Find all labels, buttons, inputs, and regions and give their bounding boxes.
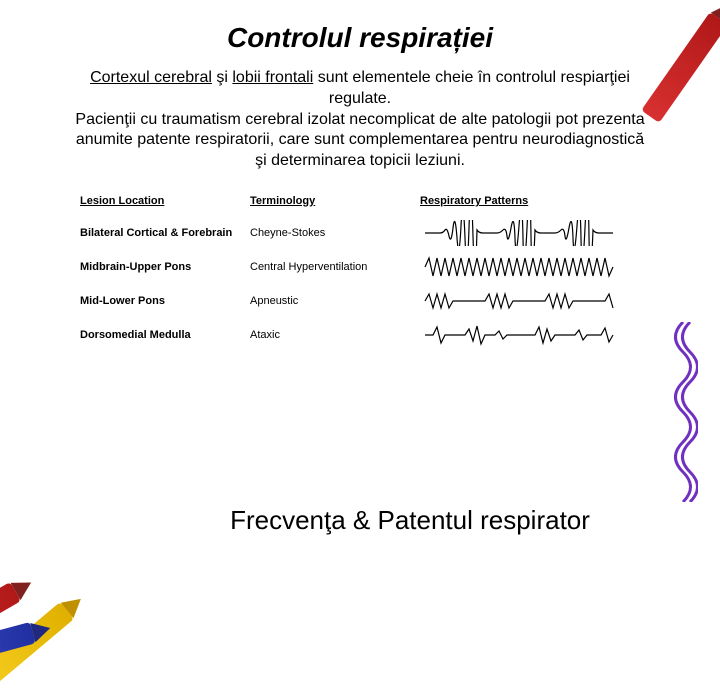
- intro-paragraph: Cortexul cerebral şi lobii frontali sunt…: [0, 68, 720, 172]
- cell-terminology: Central Hyperventilation: [250, 261, 420, 273]
- table-row: Midbrain-Upper Pons Central Hyperventila…: [80, 250, 640, 284]
- cell-terminology: Ataxic: [250, 329, 420, 341]
- intro-text-2: sunt elementele cheie în controlul respi…: [313, 69, 630, 107]
- cell-pattern: [420, 220, 640, 246]
- cell-pattern: [420, 288, 640, 314]
- waveform-apneustic-icon: [420, 288, 620, 314]
- table-header-row: Lesion Location Terminology Respiratory …: [80, 186, 640, 216]
- page-title: Controlul respirației: [0, 22, 720, 54]
- respiratory-patterns-table: Lesion Location Terminology Respiratory …: [80, 186, 640, 352]
- table-row: Mid-Lower Pons Apneustic: [80, 284, 640, 318]
- table-row: Bilateral Cortical & Forebrain Cheyne-St…: [80, 216, 640, 250]
- header-terminology: Terminology: [250, 195, 420, 207]
- waveform-ataxic-icon: [420, 322, 620, 348]
- cell-terminology: Apneustic: [250, 295, 420, 307]
- cell-pattern: [420, 254, 640, 280]
- cell-location: Bilateral Cortical & Forebrain: [80, 227, 250, 239]
- waveform-hyperventilation-icon: [420, 254, 620, 280]
- waveform-cheyne-stokes-icon: [420, 220, 620, 246]
- cell-pattern: [420, 322, 640, 348]
- purple-squiggle-icon: [668, 322, 698, 502]
- cell-location: Midbrain-Upper Pons: [80, 261, 250, 273]
- footer-text: Frecvenţa & Patentul respirator: [0, 505, 720, 536]
- table-row: Dorsomedial Medulla Ataxic: [80, 318, 640, 352]
- header-lesion-location: Lesion Location: [80, 195, 250, 207]
- header-patterns: Respiratory Patterns: [420, 195, 640, 207]
- cell-location: Dorsomedial Medulla: [80, 329, 250, 341]
- intro-underline-1: Cortexul cerebral: [90, 69, 212, 86]
- intro-text-1: şi: [212, 69, 232, 86]
- intro-underline-2: lobii frontali: [232, 69, 313, 86]
- cell-terminology: Cheyne-Stokes: [250, 227, 420, 239]
- cell-location: Mid-Lower Pons: [80, 295, 250, 307]
- intro-text-3: Pacienţii cu traumatism cerebral izolat …: [75, 111, 644, 170]
